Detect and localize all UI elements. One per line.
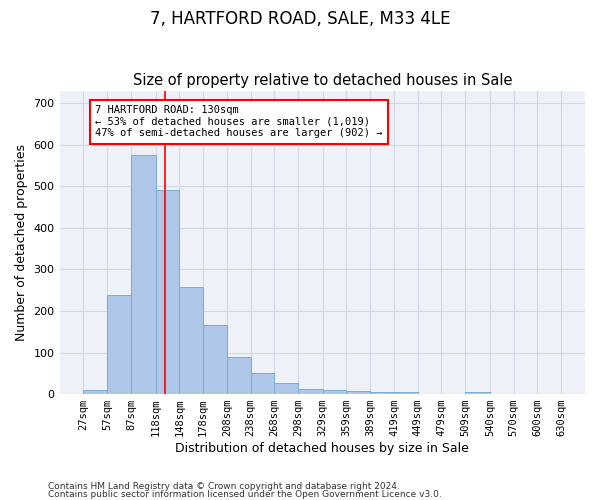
- Text: 7, HARTFORD ROAD, SALE, M33 4LE: 7, HARTFORD ROAD, SALE, M33 4LE: [150, 10, 450, 28]
- Bar: [346, 391, 370, 394]
- Text: Contains HM Land Registry data © Crown copyright and database right 2024.: Contains HM Land Registry data © Crown c…: [48, 482, 400, 491]
- Bar: [107, 295, 131, 394]
- Bar: [394, 392, 418, 394]
- Bar: [465, 392, 490, 394]
- Title: Size of property relative to detached houses in Sale: Size of property relative to detached ho…: [133, 73, 512, 88]
- Bar: [323, 390, 346, 394]
- Bar: [179, 287, 203, 394]
- Bar: [155, 190, 179, 394]
- Bar: [251, 374, 274, 394]
- Bar: [274, 383, 298, 394]
- Bar: [83, 390, 107, 394]
- Text: 7 HARTFORD ROAD: 130sqm
← 53% of detached houses are smaller (1,019)
47% of semi: 7 HARTFORD ROAD: 130sqm ← 53% of detache…: [95, 105, 383, 138]
- Bar: [298, 389, 323, 394]
- Bar: [203, 326, 227, 394]
- Text: Contains public sector information licensed under the Open Government Licence v3: Contains public sector information licen…: [48, 490, 442, 499]
- Bar: [227, 358, 251, 394]
- Y-axis label: Number of detached properties: Number of detached properties: [15, 144, 28, 341]
- Bar: [131, 155, 155, 394]
- Bar: [370, 392, 394, 394]
- X-axis label: Distribution of detached houses by size in Sale: Distribution of detached houses by size …: [175, 442, 469, 455]
